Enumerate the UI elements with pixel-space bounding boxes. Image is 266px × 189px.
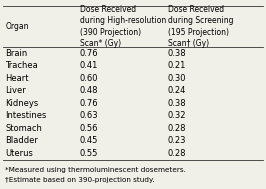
Text: 0.76: 0.76: [80, 99, 98, 108]
Text: 0.28: 0.28: [168, 124, 186, 133]
Text: *Measured using thermoluminescent dosemeters.: *Measured using thermoluminescent doseme…: [5, 167, 186, 173]
Text: 0.32: 0.32: [168, 112, 186, 120]
Text: Organ: Organ: [5, 22, 29, 31]
Text: Intestines: Intestines: [5, 112, 47, 120]
Text: 0.21: 0.21: [168, 61, 186, 70]
Text: 0.28: 0.28: [168, 149, 186, 158]
Text: 0.38: 0.38: [168, 49, 186, 58]
Text: 0.41: 0.41: [80, 61, 98, 70]
Text: Kidneys: Kidneys: [5, 99, 39, 108]
Text: 0.24: 0.24: [168, 87, 186, 95]
Text: 0.45: 0.45: [80, 136, 98, 146]
Text: Heart: Heart: [5, 74, 29, 83]
Text: 0.63: 0.63: [80, 112, 98, 120]
Text: Liver: Liver: [5, 87, 26, 95]
Text: Dose Received
during High-resolution
(390 Projection)
Scan* (Gy): Dose Received during High-resolution (39…: [80, 5, 166, 48]
Text: 0.60: 0.60: [80, 74, 98, 83]
Text: Brain: Brain: [5, 49, 28, 58]
Text: 0.55: 0.55: [80, 149, 98, 158]
Text: 0.38: 0.38: [168, 99, 186, 108]
Text: †Estimate based on 390-projection study.: †Estimate based on 390-projection study.: [5, 177, 155, 183]
Text: Trachea: Trachea: [5, 61, 38, 70]
Text: 0.76: 0.76: [80, 49, 98, 58]
Text: Bladder: Bladder: [5, 136, 38, 146]
Text: 0.48: 0.48: [80, 87, 98, 95]
Text: 0.30: 0.30: [168, 74, 186, 83]
Text: Uterus: Uterus: [5, 149, 33, 158]
Text: 0.56: 0.56: [80, 124, 98, 133]
Text: 0.23: 0.23: [168, 136, 186, 146]
Text: Stomach: Stomach: [5, 124, 42, 133]
Text: Dose Received
during Screening
(195 Projection)
Scan† (Gy): Dose Received during Screening (195 Proj…: [168, 5, 233, 48]
